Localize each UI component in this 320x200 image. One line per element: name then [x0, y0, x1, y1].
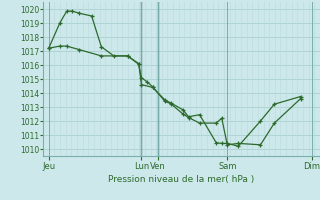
X-axis label: Pression niveau de la mer( hPa ): Pression niveau de la mer( hPa ) — [108, 175, 255, 184]
